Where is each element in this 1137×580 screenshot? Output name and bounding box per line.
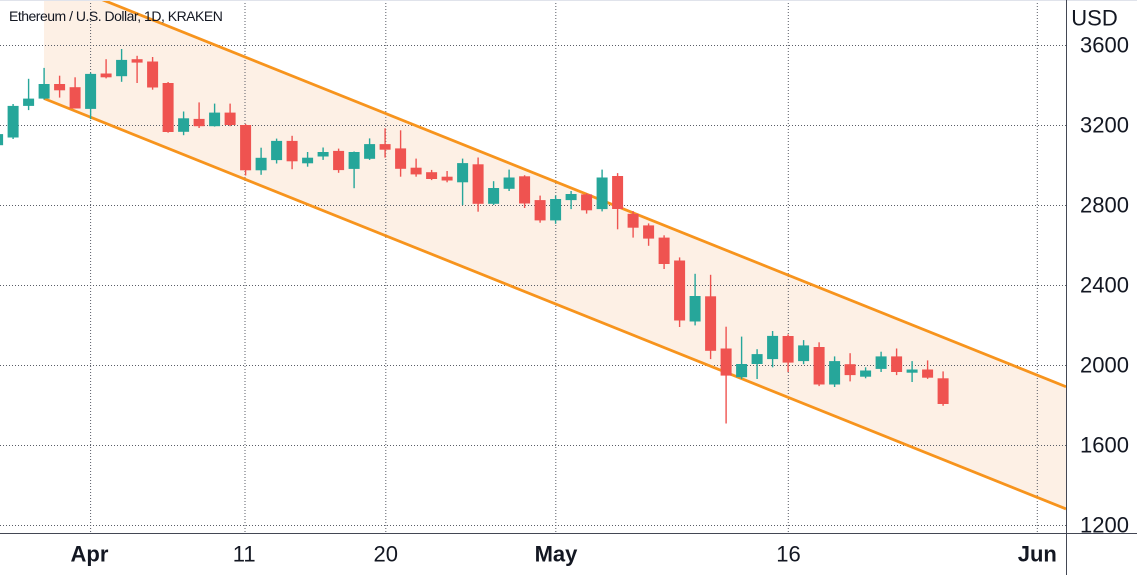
svg-text:USD: USD bbox=[1071, 6, 1117, 31]
svg-text:May: May bbox=[535, 542, 579, 567]
svg-text:Ethereum / U.S. Dollar, 1D, KR: Ethereum / U.S. Dollar, 1D, KRAKEN bbox=[9, 8, 222, 24]
svg-text:2800: 2800 bbox=[1080, 193, 1129, 218]
svg-text:2400: 2400 bbox=[1080, 273, 1129, 298]
svg-text:Jun: Jun bbox=[1018, 542, 1057, 567]
svg-text:1600: 1600 bbox=[1080, 433, 1129, 458]
svg-text:3200: 3200 bbox=[1080, 113, 1129, 138]
svg-text:2000: 2000 bbox=[1080, 353, 1129, 378]
svg-text:1200: 1200 bbox=[1080, 513, 1129, 538]
svg-text:11: 11 bbox=[233, 542, 256, 567]
svg-text:Apr: Apr bbox=[71, 542, 109, 567]
svg-text:3600: 3600 bbox=[1080, 33, 1129, 58]
svg-text:16: 16 bbox=[776, 542, 800, 567]
svg-text:20: 20 bbox=[374, 542, 398, 567]
